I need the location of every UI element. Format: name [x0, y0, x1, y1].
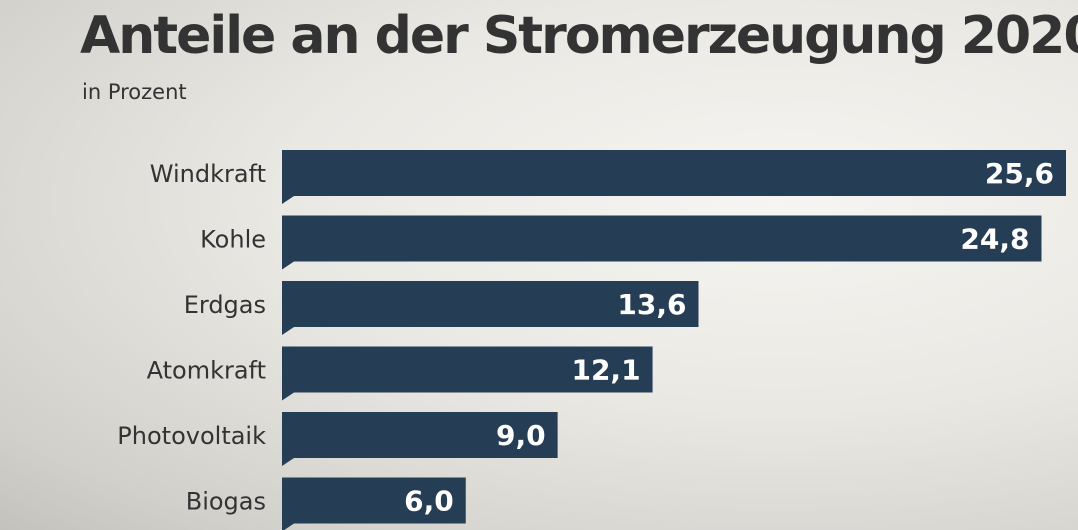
bar-tail-biogas — [282, 523, 294, 530]
bar-photovoltaik — [282, 412, 558, 458]
category-label: Windkraft — [150, 160, 266, 188]
bar-tail-windkraft — [282, 196, 294, 204]
value-label: 6,0 — [404, 485, 454, 518]
category-label: Erdgas — [184, 291, 266, 319]
category-label: Atomkraft — [147, 357, 266, 385]
value-label: 25,6 — [985, 157, 1054, 190]
bar-tail-atomkraft — [282, 392, 294, 401]
category-label: Photovoltaik — [117, 422, 266, 450]
value-label: 12,1 — [571, 354, 640, 387]
value-label: 24,8 — [960, 223, 1029, 256]
bar-atomkraft — [282, 346, 653, 393]
bar-windkraft — [282, 150, 1066, 196]
chart-title: Anteile an der Stromerzeugung 2020 — [80, 6, 1078, 66]
value-label: 9,0 — [496, 419, 546, 452]
bar-kohle — [282, 215, 1042, 262]
bar-tail-kohle — [282, 261, 294, 270]
bar-tail-photovoltaik — [282, 458, 294, 466]
chart-subtitle: in Prozent — [82, 80, 187, 104]
category-label: Kohle — [200, 226, 266, 254]
value-label: 13,6 — [617, 288, 686, 321]
bar-tail-erdgas — [282, 327, 294, 335]
bar-biogas — [282, 477, 466, 524]
category-label: Biogas — [186, 488, 266, 516]
bar-erdgas — [282, 281, 699, 327]
